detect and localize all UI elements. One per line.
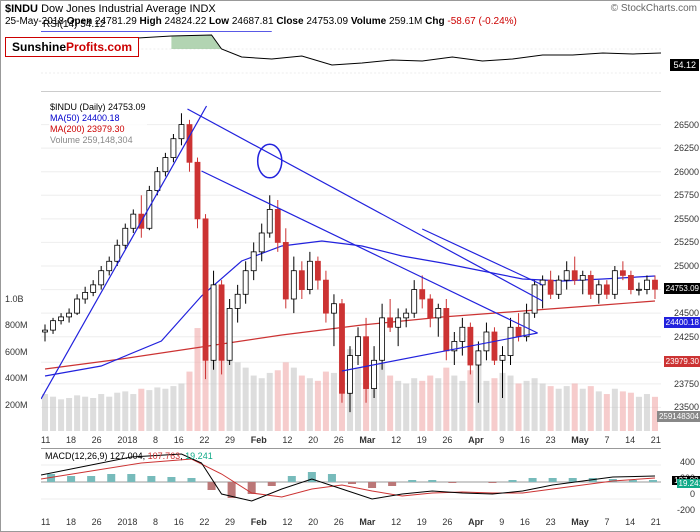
stock-chart: $INDU Dow Jones Industrial Average INDX … — [0, 0, 700, 532]
macd-panel: MACD(12,26,9) 127.004, 107.763, 19.241 4… — [41, 448, 661, 515]
name: Dow Jones Industrial Average — [41, 3, 186, 15]
rsi-value-badge: 54.12 — [670, 59, 699, 71]
price-panel: $INDU (Daily) 24753.09 MA(50) 24400.18 M… — [41, 101, 661, 431]
source: © StockCharts.com — [611, 3, 697, 14]
x-axis-2: 11182620188162229Feb122026Mar121926Apr91… — [41, 517, 661, 529]
macd-label: MACD(12,26,9) 127.004, 107.763, 19.241 — [45, 451, 213, 461]
symbol: $INDU — [5, 3, 38, 15]
logo: SunshineProfits.com — [5, 37, 139, 57]
x-axis: 11182620188162229Feb122026Mar121926Apr91… — [41, 435, 661, 447]
rsi-label: RSI(14) 54.12 — [43, 19, 105, 30]
legend: $INDU (Daily) 24753.09 MA(50) 24400.18 M… — [49, 101, 147, 147]
type: INDX — [189, 3, 215, 15]
